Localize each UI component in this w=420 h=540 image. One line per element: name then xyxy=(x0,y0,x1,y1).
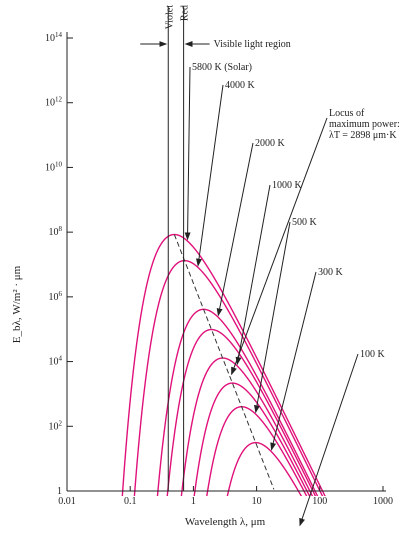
x-tick-label: 100 xyxy=(312,496,327,507)
x-tick-label: 0.1 xyxy=(124,496,137,507)
locus-arrow xyxy=(231,117,328,376)
axes xyxy=(66,32,386,492)
y-tick-label: 1012 xyxy=(45,96,63,109)
annotation-arrow-500k xyxy=(253,221,291,414)
visible-region-label: Visible light region xyxy=(214,39,291,50)
series-label-2000k: 2000 K xyxy=(255,138,286,149)
curve-4000k xyxy=(133,259,324,496)
series-label-1000k: 1000 K xyxy=(272,180,303,191)
y-tick-label: 104 xyxy=(49,355,63,368)
tick-labels: 0.01 0.1 1 10 100 1000 1 102 104 106 108 1010 1012 10… xyxy=(11,31,393,528)
locus-line xyxy=(173,234,275,490)
y-tick-label: 1010 xyxy=(45,160,63,173)
x-tick-label: 10 xyxy=(252,496,262,507)
annotation-arrow-100k xyxy=(299,353,359,527)
series-label-300k: 300 K xyxy=(318,267,344,278)
curve-300k xyxy=(226,441,303,496)
red-label: Red xyxy=(180,5,191,21)
x-tick-label: 1 xyxy=(191,496,196,507)
y-tick-label: 1 xyxy=(57,486,62,497)
curve-5800k xyxy=(121,233,326,496)
series-label-100k: 100 K xyxy=(360,349,386,360)
x-tick-label: 1000 xyxy=(373,496,393,507)
curve-1500k xyxy=(166,328,317,496)
annotation-arrow-2000k xyxy=(216,142,254,317)
curve-500k xyxy=(206,406,308,496)
annotation-arrow-5800k xyxy=(184,66,191,241)
curve-2000k xyxy=(156,308,319,496)
y-axis-label: E_bλ, W/m² · μm xyxy=(11,265,23,343)
curve-1000k xyxy=(180,357,314,496)
x-axis-label: Wavelength λ, μm xyxy=(185,516,266,528)
y-tick-label: 102 xyxy=(49,419,63,432)
x-tick-label: 0.01 xyxy=(58,496,76,507)
y-tick-label: 1014 xyxy=(45,31,63,44)
annotation-arrow-1000k xyxy=(235,184,271,366)
wien-locus-dashed-line xyxy=(173,234,275,490)
series-label-4000k: 4000 K xyxy=(225,80,256,91)
curve-700k xyxy=(193,382,311,496)
series-curves xyxy=(121,233,326,496)
annotation-arrow-300k xyxy=(270,271,317,451)
y-tick-label: 108 xyxy=(49,225,63,238)
annotation-arrow-4000k xyxy=(196,84,224,267)
violet-label: Violet xyxy=(164,5,175,30)
series-label-5800k: 5800 K (Solar) xyxy=(192,62,252,73)
annotations: 5800 K (Solar) 4000 K 2000 K 1000 K 500 K 300… xyxy=(184,62,400,527)
locus-label: Locus of maximum power: λT = 2898 μm·K xyxy=(329,108,400,141)
series-label-500k: 500 K xyxy=(292,217,318,228)
visible-band: Violet Red Visible light region xyxy=(140,5,291,491)
y-tick-label: 106 xyxy=(49,290,63,303)
